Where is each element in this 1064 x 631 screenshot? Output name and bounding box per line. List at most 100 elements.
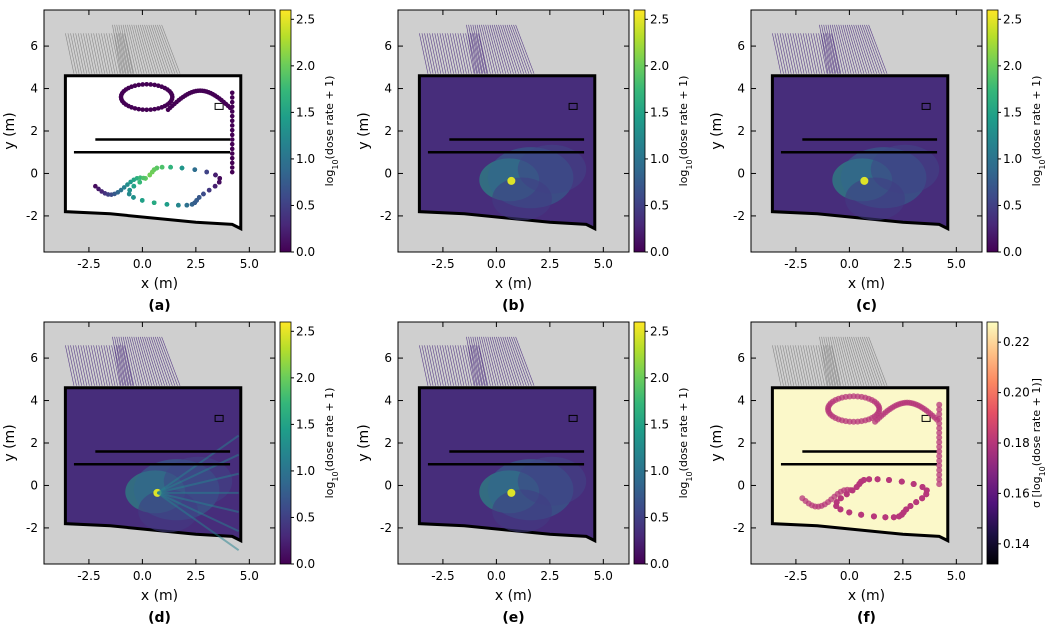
measurement-point bbox=[229, 104, 235, 110]
scan-line bbox=[120, 336, 132, 386]
measurement-point bbox=[140, 82, 145, 87]
x-tick-label: 2.5 bbox=[893, 569, 912, 583]
scan-line bbox=[823, 24, 834, 74]
scan-line bbox=[821, 336, 831, 386]
colorbar-tick-label: 1.0 bbox=[650, 152, 669, 166]
scan-line bbox=[820, 345, 831, 386]
source-hotspot bbox=[507, 176, 516, 185]
scan-line bbox=[152, 336, 171, 386]
measurement-point bbox=[837, 495, 844, 502]
measurement-point bbox=[837, 506, 844, 513]
scan-line bbox=[424, 345, 434, 386]
panel-c: -2.5 0.0 2.5 5.0 -2 0 2 4 6 x (m) y (m) (c) 0.0 0.5 1.… bbox=[709, 9, 1047, 314]
scan-line bbox=[434, 345, 444, 386]
scan-line bbox=[857, 336, 875, 386]
scan-line bbox=[470, 336, 481, 386]
scan-line bbox=[782, 345, 792, 386]
colorbar-tick-label: 2.5 bbox=[296, 324, 315, 338]
scan-line bbox=[429, 33, 439, 74]
scan-line bbox=[108, 33, 118, 74]
x-axis-label: x (m) bbox=[848, 588, 885, 604]
scan-line bbox=[439, 33, 449, 74]
scan-line bbox=[838, 24, 852, 74]
colorbar-tick-label: 0.22 bbox=[1003, 335, 1030, 349]
scan-line bbox=[118, 345, 129, 386]
scan-line bbox=[805, 345, 815, 386]
scan-line bbox=[139, 336, 155, 386]
scan-line bbox=[457, 345, 467, 386]
scan-line bbox=[466, 336, 476, 386]
scan-line bbox=[481, 336, 494, 386]
scan-line bbox=[468, 336, 478, 386]
x-tick-label: 0.0 bbox=[487, 257, 506, 271]
y-tick-label: 4 bbox=[30, 82, 38, 96]
colorbar-tick-label: 0.5 bbox=[1003, 198, 1022, 212]
scan-line bbox=[116, 24, 127, 74]
scan-line bbox=[112, 24, 122, 74]
colorbar-tick-label: 0.16 bbox=[1003, 486, 1030, 500]
scan-line bbox=[472, 24, 483, 74]
x-tick-label: 2.5 bbox=[186, 257, 205, 271]
panel-e: -2.5 0.0 2.5 5.0 -2 0 2 4 6 x (m) y (m) (e) 0.0 0.5 1.… bbox=[356, 321, 694, 626]
scan-line bbox=[447, 345, 457, 386]
measurement-point bbox=[936, 411, 943, 418]
colorbar-tick-label: 0.0 bbox=[650, 245, 669, 259]
measurement-point bbox=[882, 514, 889, 521]
scan-line bbox=[447, 33, 457, 74]
measurement-point bbox=[131, 183, 137, 189]
scan-line bbox=[83, 345, 93, 386]
scan-line bbox=[842, 336, 857, 386]
measurement-point bbox=[152, 106, 157, 112]
scan-line bbox=[851, 24, 867, 74]
measurement-point bbox=[870, 513, 877, 520]
scan-line bbox=[502, 336, 519, 386]
x-tick-label: 5.0 bbox=[240, 569, 259, 583]
scan-line bbox=[142, 24, 158, 74]
measurement-point bbox=[919, 483, 926, 490]
measurement-point bbox=[201, 191, 206, 197]
scan-line bbox=[779, 345, 789, 386]
scan-line bbox=[93, 345, 103, 386]
measurement-point bbox=[206, 187, 212, 193]
x-tick-label: 5.0 bbox=[594, 257, 613, 271]
scan-line bbox=[124, 33, 134, 74]
colorbar-tick-label: 0.5 bbox=[650, 510, 669, 524]
scan-line bbox=[485, 24, 499, 74]
measurement-point bbox=[212, 183, 218, 189]
scan-line bbox=[429, 345, 439, 386]
colorbar bbox=[633, 9, 646, 253]
scan-line bbox=[431, 33, 442, 74]
scan-line bbox=[508, 24, 527, 74]
scan-line bbox=[103, 33, 113, 74]
x-tick-label: -2.5 bbox=[77, 569, 100, 583]
y-tick-label: -2 bbox=[380, 521, 392, 535]
measurement-point bbox=[229, 155, 235, 161]
measurement-point bbox=[140, 107, 145, 112]
measurement-point bbox=[150, 169, 155, 175]
scan-line bbox=[496, 336, 512, 386]
scan-line bbox=[108, 345, 118, 386]
scan-line bbox=[855, 336, 872, 386]
scan-line bbox=[779, 33, 789, 74]
scan-line bbox=[836, 336, 849, 386]
measurement-point bbox=[152, 82, 157, 88]
scan-line bbox=[855, 24, 872, 74]
scan-line bbox=[853, 336, 870, 386]
y-tick-label: 0 bbox=[384, 166, 392, 180]
scan-line bbox=[457, 33, 467, 74]
scan-line bbox=[93, 33, 103, 74]
measurement-point bbox=[229, 118, 235, 124]
scan-line bbox=[800, 345, 810, 386]
scan-line bbox=[106, 345, 116, 386]
fixture-box bbox=[921, 414, 931, 422]
scan-line bbox=[831, 345, 841, 386]
scan-line bbox=[111, 345, 121, 386]
measurement-point bbox=[131, 195, 136, 200]
scan-line bbox=[851, 336, 867, 386]
colorbar-tick-label: 0.0 bbox=[296, 245, 315, 259]
measurement-point bbox=[936, 481, 943, 488]
scan-line bbox=[437, 345, 447, 386]
scan-line bbox=[827, 336, 839, 386]
scan-line bbox=[842, 24, 857, 74]
scan-line bbox=[135, 24, 150, 74]
